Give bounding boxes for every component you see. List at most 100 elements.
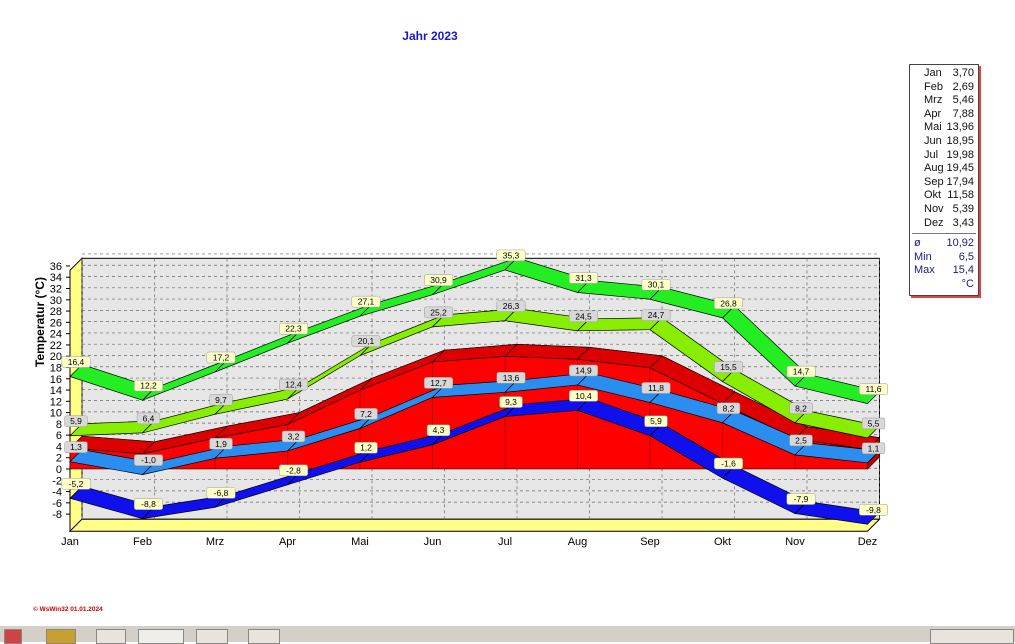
y-ticks: -8-6-4-202468101214161820222426283032343…: [50, 261, 70, 521]
data-label: 7,2: [360, 409, 372, 419]
data-label-box: [641, 278, 671, 291]
y-tick-label: 36: [50, 261, 62, 273]
legend-month-row: Apr 7,88: [910, 108, 978, 122]
y-tick-label: 20: [50, 351, 62, 363]
data-label: 27,1: [358, 297, 375, 307]
data-label: 24,7: [648, 310, 665, 320]
x-tick-label: Aug: [568, 536, 588, 548]
x-tick-label: Nov: [785, 536, 805, 548]
taskbar-button[interactable]: [196, 629, 228, 644]
legend-month-row: Okt 11,58: [910, 189, 978, 203]
y-tick-label: 0: [56, 464, 62, 476]
x-tick-label: Jun: [424, 536, 442, 548]
data-label-box: [64, 441, 88, 453]
taskbar-button[interactable]: [248, 629, 280, 644]
data-label-box: [424, 306, 453, 319]
data-label: 25,2: [430, 307, 447, 317]
legend-stat-value: 15,4: [952, 264, 974, 277]
y-tick-label: 8: [56, 419, 62, 431]
data-label-box: [61, 356, 91, 368]
legend-month-value: 3,43: [952, 216, 974, 229]
data-label: 26,8: [720, 298, 737, 308]
data-label: 5,9: [650, 416, 662, 426]
data-label: 12,2: [140, 381, 157, 391]
y-tick-label: 26: [50, 317, 62, 329]
data-label: 17,2: [213, 352, 230, 362]
data-label: 24,5: [575, 311, 592, 321]
data-label: 1,2: [360, 443, 372, 453]
x-tick-label: Apr: [279, 536, 296, 548]
data-label: 31,3: [575, 273, 592, 283]
legend-month-value: 17,94: [946, 175, 974, 188]
legend-stat-row: Min 6,5: [910, 251, 978, 265]
data-label-box: [279, 378, 308, 391]
legend-month-row: Feb 2,69: [910, 81, 978, 95]
legend-month-row: Nov 5,39: [910, 203, 978, 217]
data-label-box: [859, 383, 888, 395]
taskbar-button[interactable]: [96, 629, 126, 644]
data-label: 2,5: [795, 435, 807, 445]
data-label: 3,2: [288, 431, 300, 441]
data-label-box: [281, 430, 306, 443]
data-label-box: [786, 493, 816, 505]
data-label: 4,3: [433, 425, 445, 435]
legend-panel: Jan 3,70 Feb 2,69 Mrz 5,46 Apr 7,88 Mai 13,96 Jun 1…: [909, 64, 979, 296]
data-label-box: [716, 402, 741, 415]
data-label-box: [351, 295, 381, 308]
y-tick-label: -2: [52, 475, 62, 487]
legend-month-label: Jul: [924, 148, 939, 161]
legend-month-row: Jul 19,98: [910, 149, 978, 163]
legend-stat-row: ø 10,92: [910, 237, 978, 251]
data-label-box: [496, 249, 526, 262]
data-label: 14,9: [575, 365, 592, 375]
data-label: 30,1: [648, 280, 665, 290]
legend-month-value: 13,96: [946, 121, 974, 134]
data-label: 9,7: [215, 395, 227, 405]
footer-credit: © WsWin32 01.01.2024: [33, 606, 103, 613]
chart-title: Jahr 2023: [402, 29, 458, 43]
y-tick-label: -4: [52, 487, 62, 499]
data-label-box: [134, 454, 163, 466]
legend-stat-label: Max: [914, 264, 935, 277]
taskbar-button[interactable]: [46, 629, 76, 644]
data-label: 11,6: [866, 384, 882, 394]
legend-stat-label: ø: [914, 237, 921, 250]
legend-month-label: Jun: [924, 135, 942, 147]
data-label-box: [134, 379, 163, 392]
legend-month-row: Mrz 5,46: [910, 94, 978, 108]
y-tick-label: 10: [50, 408, 62, 420]
taskbar-button[interactable]: [4, 629, 22, 644]
taskbar-button[interactable]: [138, 629, 184, 644]
data-label-box: [499, 396, 523, 408]
legend-month-value: 11,58: [947, 189, 974, 202]
data-label-box: [496, 300, 526, 312]
data-label: -9,8: [866, 505, 881, 515]
data-label-box: [789, 434, 813, 447]
data-label-box: [279, 322, 308, 335]
legend-month-value: 2,69: [952, 80, 974, 93]
data-label-box: [64, 415, 88, 427]
data-label-box: [641, 382, 671, 394]
data-label: -5,2: [69, 479, 84, 489]
legend-month-value: 18,95: [946, 135, 974, 147]
data-label: -1,6: [721, 459, 736, 469]
legend-unit: °C: [961, 278, 974, 290]
data-label: 12,4: [285, 380, 302, 390]
data-label: 15,5: [720, 362, 737, 372]
data-label: 35,3: [503, 250, 520, 260]
y-tick-label: 18: [50, 362, 62, 374]
y-tick-label: 6: [56, 430, 62, 442]
legend-month-value: 5,46: [952, 94, 974, 107]
data-label: 9,3: [505, 397, 517, 407]
data-label-box: [569, 272, 598, 284]
data-label: 11,8: [648, 383, 664, 393]
data-label: -2,8: [286, 465, 301, 475]
legend-month-row: Jan 3,70: [910, 67, 978, 81]
taskbar-button[interactable]: [930, 629, 1014, 644]
data-label-box: [786, 365, 816, 378]
data-labels: 16,4 12,2 17,2 22,3 27,1 30,9 35,3 31,3 30,1 26,8…: [61, 249, 888, 516]
legend-stat-value: 10,92: [946, 237, 974, 250]
plot-floor: [68, 518, 881, 532]
y-tick-label: 22: [50, 340, 62, 352]
data-label: 5,9: [70, 416, 82, 426]
